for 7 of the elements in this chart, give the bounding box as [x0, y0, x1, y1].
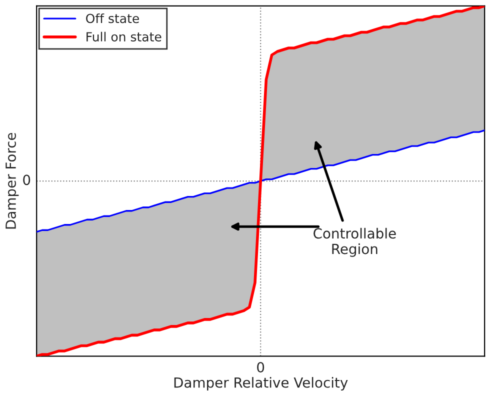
x-axis-title: Damper Relative Velocity — [174, 377, 348, 390]
text: 0 — [257, 362, 264, 373]
text: 0 — [23, 174, 30, 186]
legend-label: Full on state — [86, 32, 162, 42]
y-axis-title: Damper Force — [6, 132, 19, 229]
legend-label: Off state — [86, 13, 139, 24]
annotation: Controllable Region — [314, 228, 396, 257]
